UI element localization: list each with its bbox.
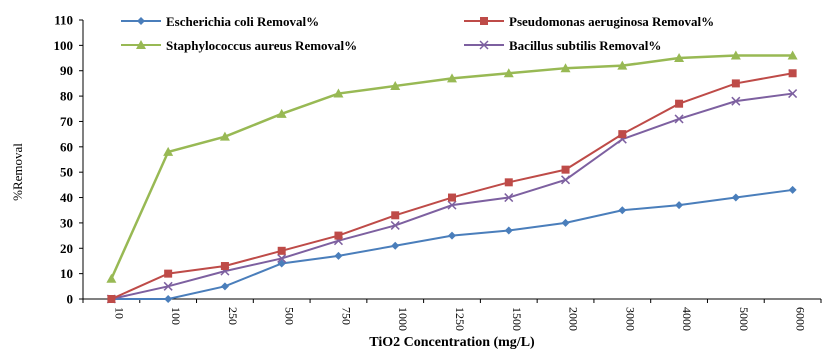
data-point: [561, 175, 571, 185]
legend-label: Bacillus subtilis Removal%: [509, 38, 661, 53]
x-tick-label: 10: [112, 307, 126, 319]
data-point: [219, 131, 230, 141]
data-point: [560, 63, 571, 73]
data-point: [731, 79, 740, 88]
data-point: [276, 108, 287, 118]
x-tick-label: 6000: [794, 307, 808, 331]
data-point: [391, 211, 400, 220]
data-point: [561, 165, 570, 174]
x-marker-stroke: [447, 200, 457, 210]
data-point: [788, 185, 797, 194]
data-point: [675, 201, 684, 210]
series-line-1: [111, 188, 793, 300]
data-point: [164, 269, 173, 278]
legend-label: Pseudomonas aeruginosa Removal%: [509, 14, 714, 29]
legend: Escherichia coli Removal% Pseudomonas aer…: [121, 14, 714, 53]
data-point: [503, 68, 514, 78]
x-tick-label: 5000: [737, 307, 751, 331]
data-point: [390, 80, 401, 90]
data-point: [163, 146, 174, 156]
data-point: [617, 60, 628, 70]
data-point: [163, 281, 173, 291]
y-tick-label: 110: [54, 13, 73, 28]
y-tick-label: 100: [54, 38, 74, 53]
data-point: [334, 231, 343, 240]
data-point: [731, 193, 740, 202]
y-tick-label: 70: [60, 114, 73, 129]
x-marker-stroke: [390, 220, 400, 230]
data-point: [674, 114, 684, 124]
x-marker-stroke: [163, 281, 173, 291]
x-tick-label: 500: [283, 307, 297, 325]
x-marker-stroke: [504, 193, 514, 203]
data-point: [391, 241, 400, 250]
data-point: [504, 226, 513, 235]
y-tick-label: 0: [67, 292, 74, 307]
data-point: [220, 262, 229, 271]
x-tick-label: 3000: [623, 307, 637, 331]
data-point: [618, 206, 627, 215]
legend-marker: [136, 40, 146, 49]
data-point: [561, 218, 570, 227]
data-point: [730, 50, 741, 60]
x-marker-stroke: [561, 175, 571, 185]
x-tick-label: 250: [226, 307, 240, 325]
data-point: [107, 295, 116, 303]
data-point: [788, 89, 798, 99]
y-tick-label: 90: [60, 63, 73, 78]
y-tick-label: 30: [60, 215, 73, 230]
x-marker-stroke: [479, 40, 489, 50]
data-point: [390, 220, 400, 230]
data-point: [674, 53, 685, 63]
data-point: [334, 251, 343, 260]
legend-marker: [137, 17, 145, 25]
y-tick-label: 40: [60, 190, 73, 205]
x-tick-label: 100: [169, 307, 183, 325]
y-tick-label: 80: [60, 89, 73, 104]
data-point: [504, 193, 514, 203]
data-point: [164, 295, 173, 303]
data-point: [447, 73, 457, 83]
series-line-3: [110, 54, 793, 280]
x-tick-label: 1500: [510, 307, 524, 331]
data-point: [277, 246, 286, 255]
data-point: [788, 69, 797, 78]
data-point: [504, 178, 513, 187]
data-point: [675, 99, 684, 108]
data-point: [277, 253, 287, 263]
plot-area: 0 10 20 30 40 50 60 70 80 90 100 110 10 100 250 500 750 1…: [54, 13, 822, 331]
data-point: [618, 130, 627, 139]
x-marker-stroke: [731, 96, 741, 106]
data-point: [277, 259, 286, 268]
y-tick-label: 50: [60, 165, 73, 180]
x-tick-label: 750: [339, 307, 353, 325]
series-line-2: [110, 72, 793, 300]
legend-label: Escherichia coli Removal%: [166, 14, 319, 29]
x-tick-label: 1250: [453, 307, 467, 331]
y-tick-label: 60: [60, 139, 73, 154]
legend-label: Staphylococcus aureus Removal%: [166, 38, 357, 53]
x-marker-stroke: [788, 89, 798, 99]
data-point: [731, 96, 741, 106]
x-marker-stroke: [674, 114, 684, 124]
x-tick-label: 1000: [396, 307, 410, 331]
y-tick-label: 10: [60, 266, 73, 281]
data-point: [448, 231, 456, 240]
data-point: [787, 50, 798, 60]
y-tick-label: 20: [60, 241, 73, 256]
legend-marker: [479, 40, 489, 50]
data-point: [448, 193, 456, 202]
x-tick-label: 2000: [567, 307, 581, 331]
y-axis-title: %Removal: [10, 143, 25, 201]
x-tick-label: 4000: [680, 307, 694, 331]
data-point: [106, 273, 117, 283]
x-marker-stroke: [277, 253, 287, 263]
data-point: [220, 282, 229, 291]
legend-marker: [480, 17, 488, 25]
data-point: [333, 88, 344, 98]
x-axis-title: TiO2 Concentration (mg/L): [369, 335, 535, 350]
data-point: [447, 200, 457, 210]
